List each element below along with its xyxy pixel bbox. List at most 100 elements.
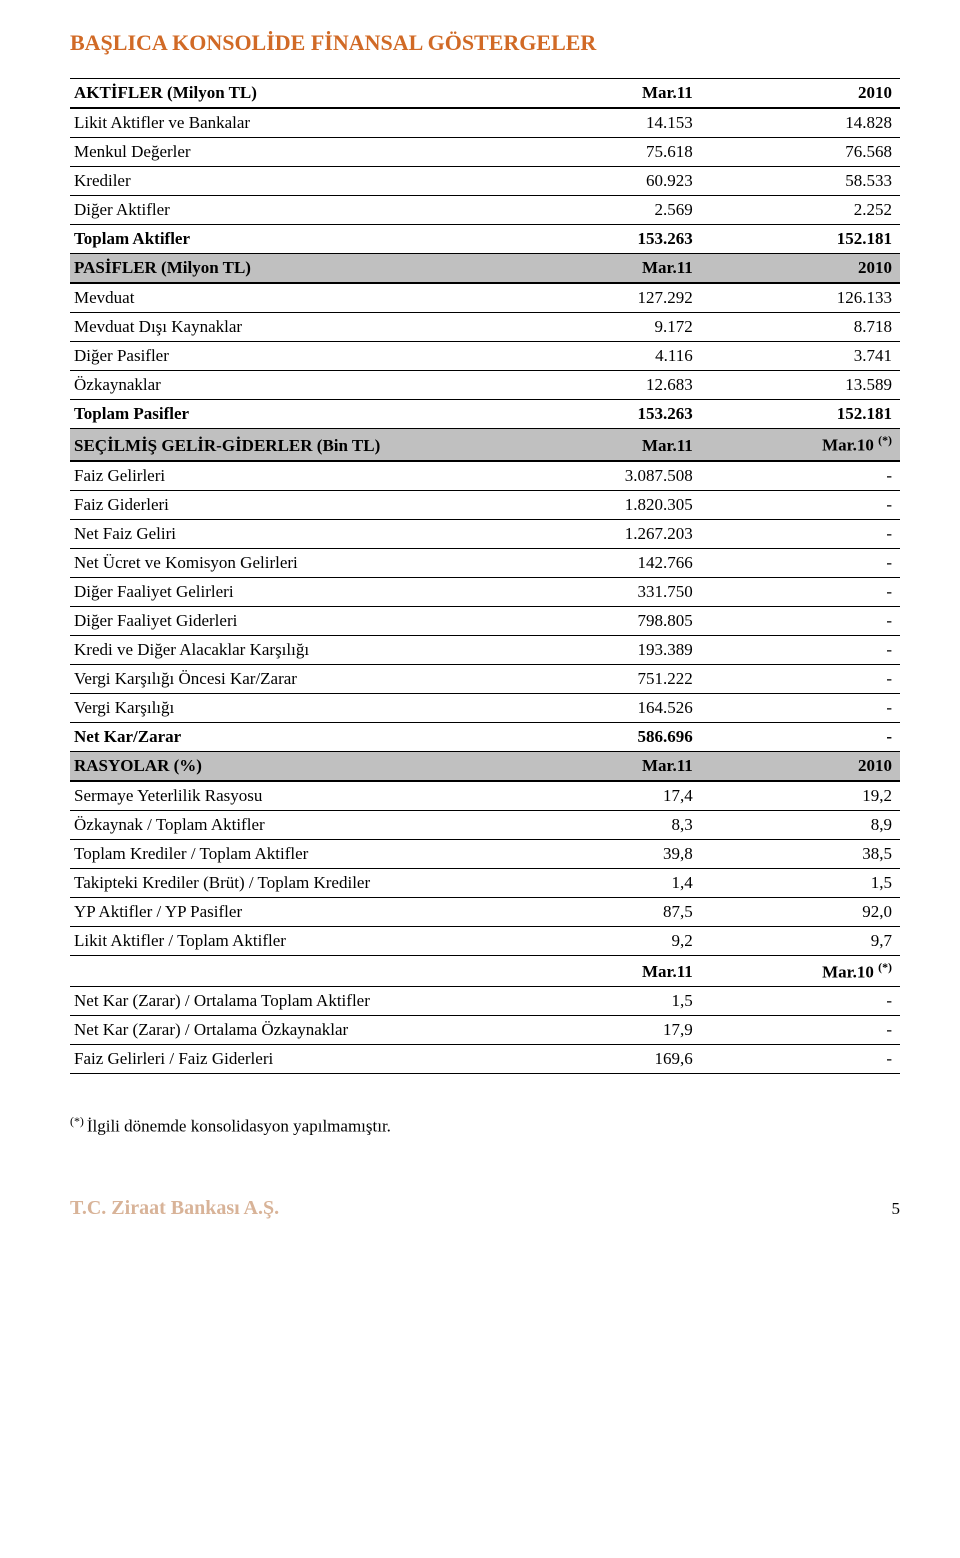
row-value: 3.087.508 [502,461,701,491]
table-row: Net Faiz Geliri1.267.203- [70,519,900,548]
row-label: Faiz Gelirleri / Faiz Giderleri [70,1045,502,1074]
header-label: RASYOLAR (%) [70,751,502,781]
footer-company: T.C. Ziraat Bankası A.Ş. [70,1197,279,1220]
row-value: 9.172 [502,313,701,342]
row-value: 331.750 [502,577,701,606]
row-value: 2.252 [701,196,900,225]
table-row: Kredi ve Diğer Alacaklar Karşılığı193.38… [70,635,900,664]
row-label: Özkaynaklar [70,371,502,400]
sub-header-col1: Mar.11 [502,955,701,987]
header-col1: Mar.11 [502,429,701,461]
row-label: Vergi Karşılığı [70,693,502,722]
row-value: 92,0 [701,897,900,926]
row-value: - [701,490,900,519]
row-value: 127.292 [502,283,701,313]
row-label: Diğer Faaliyet Gelirleri [70,577,502,606]
table-row: Diğer Faaliyet Giderleri798.805- [70,606,900,635]
row-label: Toplam Krediler / Toplam Aktifler [70,839,502,868]
row-value: 2.569 [502,196,701,225]
row-value: - [701,548,900,577]
table-row: Diğer Pasifler4.1163.741 [70,342,900,371]
row-value: 19,2 [701,781,900,811]
table-row: Özkaynaklar12.68313.589 [70,371,900,400]
row-value: 9,2 [502,926,701,955]
footer-page-number: 5 [892,1199,901,1219]
table-row: Likit Aktifler ve Bankalar14.15314.828 [70,108,900,138]
table-row: YP Aktifler / YP Pasifler87,592,0 [70,897,900,926]
section-header-gelir-gider: SEÇİLMİŞ GELİR-GİDERLER (Bin TL) Mar.11 … [70,429,900,461]
row-label: Diğer Aktifler [70,196,502,225]
total-row-net-kar: Net Kar/Zarar 586.696 - [70,722,900,751]
table-row: Menkul Değerler75.61876.568 [70,138,900,167]
row-value: 152.181 [701,225,900,254]
row-value: 12.683 [502,371,701,400]
total-row-aktifler: Toplam Aktifler 153.263 152.181 [70,225,900,254]
table-row: Takipteki Krediler (Brüt) / Toplam Kredi… [70,868,900,897]
row-value: - [701,987,900,1016]
row-label: Sermaye Yeterlilik Rasyosu [70,781,502,811]
row-value: 126.133 [701,283,900,313]
row-value: 193.389 [502,635,701,664]
row-value: 9,7 [701,926,900,955]
row-value: - [701,606,900,635]
row-label: Takipteki Krediler (Brüt) / Toplam Kredi… [70,868,502,897]
table-row: Vergi Karşılığı Öncesi Kar/Zarar751.222- [70,664,900,693]
row-value: 39,8 [502,839,701,868]
footnote-text: İlgili dönemde konsolidasyon yapılmamışt… [87,1117,391,1136]
row-value: 17,9 [502,1016,701,1045]
row-value: 87,5 [502,897,701,926]
row-label: Likit Aktifler / Toplam Aktifler [70,926,502,955]
row-value: 3.741 [701,342,900,371]
total-row-pasifler: Toplam Pasifler 153.263 152.181 [70,400,900,429]
row-value: - [701,664,900,693]
row-value: 60.923 [502,167,701,196]
row-value: 1,4 [502,868,701,897]
row-value: 38,5 [701,839,900,868]
row-value: 13.589 [701,371,900,400]
row-value: 164.526 [502,693,701,722]
row-value: - [701,635,900,664]
table-row: Vergi Karşılığı164.526- [70,693,900,722]
row-label: Net Kar/Zarar [70,722,502,751]
row-label: Krediler [70,167,502,196]
row-value: 8,3 [502,810,701,839]
header-label: PASİFLER (Milyon TL) [70,254,502,284]
table-row: Diğer Aktifler2.5692.252 [70,196,900,225]
table-row: Mevduat127.292126.133 [70,283,900,313]
row-label: Toplam Aktifler [70,225,502,254]
header-label: SEÇİLMİŞ GELİR-GİDERLER (Bin TL) [70,429,502,461]
row-value: - [701,519,900,548]
row-value: 152.181 [701,400,900,429]
sub-header-col2: Mar.10 (*) [701,955,900,987]
header-col2: 2010 [701,79,900,109]
table-row: Net Kar (Zarar) / Ortalama Toplam Aktifl… [70,987,900,1016]
rasyolar-sub-header: Mar.11 Mar.10 (*) [70,955,900,987]
footnote-marker: (*) [70,1114,87,1128]
header-col2: 2010 [701,254,900,284]
row-value: 4.116 [502,342,701,371]
row-value: 1,5 [502,987,701,1016]
header-col1: Mar.11 [502,751,701,781]
header-col2: Mar.10 (*) [701,429,900,461]
row-value: 142.766 [502,548,701,577]
row-label: Vergi Karşılığı Öncesi Kar/Zarar [70,664,502,693]
row-value: 17,4 [502,781,701,811]
table-row: Likit Aktifler / Toplam Aktifler9,29,7 [70,926,900,955]
page-footer: T.C. Ziraat Bankası A.Ş. 5 [70,1197,900,1220]
row-label: Diğer Faaliyet Giderleri [70,606,502,635]
row-value: 75.618 [502,138,701,167]
row-label: Kredi ve Diğer Alacaklar Karşılığı [70,635,502,664]
row-value: 58.533 [701,167,900,196]
section-header-rasyolar: RASYOLAR (%) Mar.11 2010 [70,751,900,781]
row-value: - [701,577,900,606]
table-row: Net Kar (Zarar) / Ortalama Özkaynaklar17… [70,1016,900,1045]
table-row: Faiz Giderleri1.820.305- [70,490,900,519]
row-label: Diğer Pasifler [70,342,502,371]
row-label: Faiz Giderleri [70,490,502,519]
table-row: Sermaye Yeterlilik Rasyosu17,419,2 [70,781,900,811]
financial-tables: AKTİFLER (Milyon TL) Mar.11 2010 Likit A… [70,78,900,1074]
row-value: 76.568 [701,138,900,167]
row-value: 8.718 [701,313,900,342]
row-label: Net Kar (Zarar) / Ortalama Toplam Aktifl… [70,987,502,1016]
row-value: 14.828 [701,108,900,138]
